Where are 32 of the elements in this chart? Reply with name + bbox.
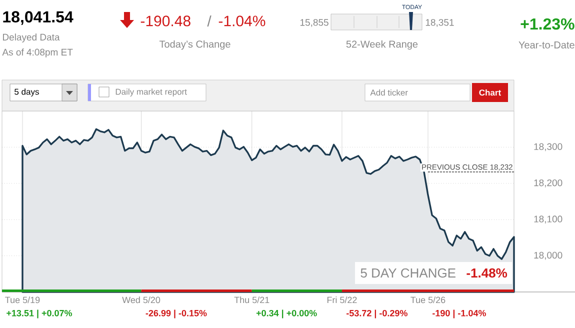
text: Today’s Change — [159, 40, 230, 50]
text: Daily market report — [116, 88, 187, 96]
y-tick-label: 18,100 — [534, 216, 562, 224]
text: As of 4:08pm ET — [2, 48, 73, 58]
text: -1.04% — [218, 16, 266, 26]
text: / — [207, 15, 212, 26]
x-tick-label: Wed 5/20 — [122, 296, 160, 304]
annotation: 5 DAY CHANGE — [360, 268, 456, 278]
y-tick-label: 18,300 — [534, 143, 562, 152]
text: Year-to-Date — [518, 41, 574, 48]
text: +0.34 | +0.00% — [256, 310, 317, 318]
text: Chart — [479, 89, 501, 96]
x-tick-label: Tue 5/19 — [5, 296, 40, 304]
text: Add ticker — [370, 89, 408, 96]
text: +13.51 | +0.07% — [6, 310, 72, 318]
text: -190 | -1.04% — [432, 310, 486, 318]
y-tick-label: 18,000 — [534, 252, 562, 260]
text: -53.72 | -0.29% — [346, 310, 408, 318]
text: +1.23% — [520, 18, 574, 30]
text: 52-Week Range — [346, 40, 418, 50]
chart-title: 18,041.54 — [3, 11, 74, 25]
annotation: -1.48% — [466, 268, 508, 278]
chart-subtitle: Delayed Data — [2, 34, 60, 42]
text: 5 days — [14, 88, 39, 96]
x-tick-label: Tue 5/26 — [410, 296, 446, 304]
x-tick-label: Fri 5/22 — [327, 296, 357, 304]
text: -26.99 | -0.15% — [146, 310, 207, 318]
text: -190.48 — [140, 16, 190, 26]
text: 18,351 — [426, 19, 454, 27]
y-tick-label: 18,200 — [534, 179, 562, 188]
text: 15,855 — [300, 19, 328, 27]
x-tick-label: Thu 5/21 — [234, 296, 270, 304]
